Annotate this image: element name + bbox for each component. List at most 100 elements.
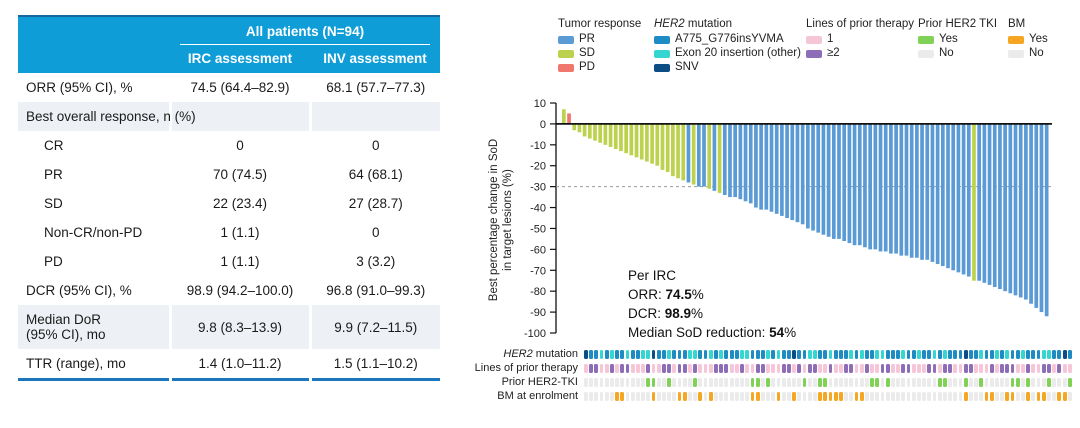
track-cell <box>594 349 599 359</box>
track-cell <box>870 349 874 359</box>
waterfall-bar <box>645 123 649 162</box>
legend-item: Yes <box>1008 33 1068 46</box>
track-cell <box>844 363 848 373</box>
track-label: Lines of prior therapy <box>474 362 578 374</box>
irc-value: 74.5 (64.4–82.9) <box>168 73 310 102</box>
track-cell <box>584 349 588 359</box>
track-cell <box>651 349 656 359</box>
waterfall-bar <box>1018 123 1023 298</box>
track-cell <box>1047 363 1051 373</box>
track-cell <box>646 377 651 387</box>
track-cell <box>1010 391 1015 401</box>
track-cell <box>979 363 984 373</box>
waterfall-bar <box>587 123 592 139</box>
waterfall-bar <box>972 123 976 281</box>
chart-annotation: Per IRC ORR: 74.5% DCR: 98.9% Median SoD re… <box>628 266 796 342</box>
track-cell <box>948 349 953 359</box>
y-tick-label: -70 <box>530 265 546 277</box>
track-cell <box>740 349 744 359</box>
track-cell <box>792 363 796 373</box>
waterfall-bar <box>780 123 784 216</box>
track-cell <box>1026 391 1031 401</box>
track-cell <box>833 391 838 401</box>
track-cell <box>708 377 713 387</box>
waterfall-bar <box>842 123 847 241</box>
track-cell <box>812 377 817 387</box>
track-cell <box>667 391 672 401</box>
track-cell <box>875 349 880 359</box>
track-cell <box>750 377 755 387</box>
legend-title: HER2 mutation <box>654 18 732 30</box>
track-cell <box>974 391 979 401</box>
track-cell <box>745 363 750 373</box>
row-label: PD <box>44 254 63 269</box>
track-cell <box>979 377 984 387</box>
waterfall-bar <box>909 123 914 258</box>
track-cell <box>620 349 625 359</box>
waterfall-bar <box>696 123 701 187</box>
track-cell <box>1057 391 1062 401</box>
track-cell <box>750 391 755 401</box>
track-cell <box>672 349 677 359</box>
track-cell <box>890 363 895 373</box>
track-cell <box>963 391 968 401</box>
track-cell <box>917 349 921 359</box>
track-cell <box>719 391 724 401</box>
row-label: TTR (range), mo <box>26 356 126 371</box>
table-header-row-cols: IRC assessment INV assessment <box>18 45 440 73</box>
track-cell <box>1026 349 1031 359</box>
legend-item: A775_G776insYVMA <box>654 33 806 46</box>
track-cell <box>807 349 812 359</box>
legend-swatch <box>1008 35 1024 44</box>
waterfall-bar <box>655 123 660 166</box>
table-row: TTR (range), mo 1.4 (1.0–11.2) 1.5 (1.1–10… <box>18 349 440 380</box>
track-cell <box>1021 363 1025 373</box>
track-cell <box>792 349 796 359</box>
inv-value: 0 <box>308 131 440 160</box>
track-cell <box>771 363 776 373</box>
inv-value: 27 (28.7) <box>308 189 440 218</box>
track-cell <box>797 391 802 401</box>
track-cell <box>641 391 646 401</box>
track-cell <box>610 349 614 359</box>
table-row: Non-CR/non-PD 1 (1.1) 0 <box>18 218 440 247</box>
track-cell <box>989 377 994 387</box>
track-cell <box>646 349 651 359</box>
track-cell <box>880 391 885 401</box>
track-cell <box>625 391 630 401</box>
track-cell <box>1067 349 1072 359</box>
legend-swatch <box>806 49 822 58</box>
track-cell <box>880 377 885 387</box>
legend-item-label: Exon 20 insertion (other) <box>675 47 801 59</box>
track-cell <box>625 349 630 359</box>
track-cell <box>714 349 718 359</box>
legend-item-label: SD <box>579 47 595 59</box>
track-cell <box>662 377 666 387</box>
track-cell <box>906 377 911 387</box>
track-cell <box>745 349 750 359</box>
row-label: PR <box>44 167 63 182</box>
track-cell <box>786 363 791 373</box>
track-cell <box>667 349 672 359</box>
legend-swatch <box>558 49 574 58</box>
waterfall-bar <box>593 123 597 141</box>
track-cell <box>802 377 807 387</box>
inv-value <box>308 102 440 131</box>
track-cell <box>641 363 646 373</box>
track-cell <box>911 391 916 401</box>
waterfall-bar <box>650 123 654 164</box>
track-cell <box>693 349 698 359</box>
annotation-line: DCR: 98.9% <box>628 306 704 321</box>
annotation-line: ORR: 74.5% <box>628 287 704 302</box>
waterfall-bar <box>764 123 769 210</box>
waterfall-bar <box>754 123 758 208</box>
track-cell <box>724 391 729 401</box>
track-cell <box>896 377 900 387</box>
waterfall-bar <box>982 123 987 283</box>
track-cell <box>1041 349 1046 359</box>
legend-title: BM <box>1008 18 1026 30</box>
track-cell <box>849 349 854 359</box>
y-tick-label: 10 <box>534 98 546 110</box>
track-cell <box>766 363 770 373</box>
track-cell <box>953 363 958 373</box>
